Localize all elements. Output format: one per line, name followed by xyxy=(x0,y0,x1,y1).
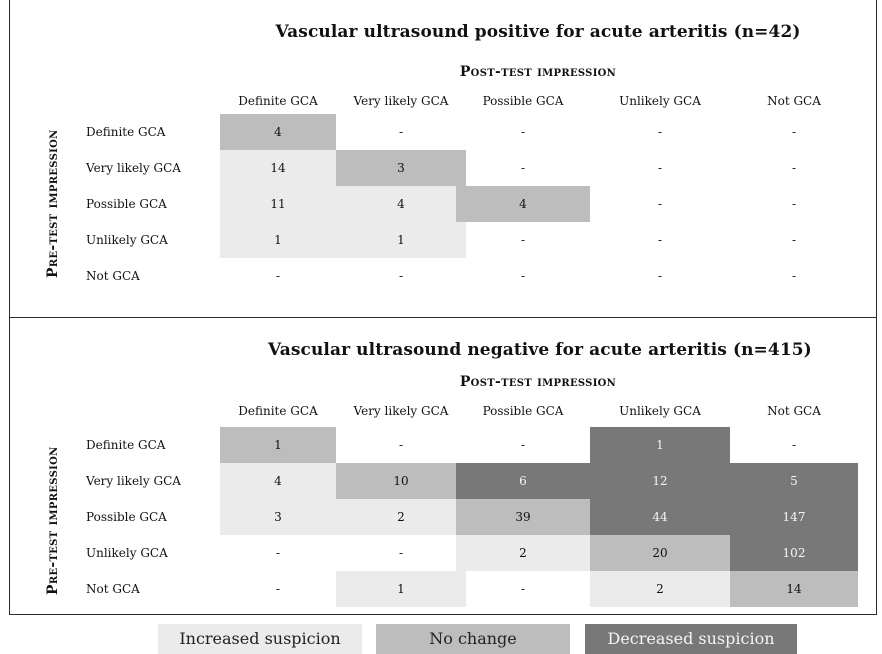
matrix-cell: - xyxy=(657,233,663,247)
matrix-cell: - xyxy=(275,582,281,596)
matrix-cell: - xyxy=(398,269,404,283)
matrix-cell: - xyxy=(657,125,663,139)
legend-no-change: No change xyxy=(376,624,570,654)
panel-title: Vascular ultrasound positive for acute a… xyxy=(275,22,801,42)
matrix-cell: 44 xyxy=(590,499,730,535)
matrix-cell: - xyxy=(275,546,281,560)
legend-increased-suspicion: Increased suspicion xyxy=(158,624,362,654)
matrix-cell: - xyxy=(520,438,526,452)
column-header: Very likely GCA xyxy=(353,404,449,418)
column-header: Unlikely GCA xyxy=(619,94,701,108)
matrix-cell: - xyxy=(275,269,281,283)
row-header: Possible GCA xyxy=(86,510,167,524)
matrix-cell: 2 xyxy=(336,499,466,535)
legend: Increased suspicion No change Decreased … xyxy=(0,624,882,654)
matrix-cell: 147 xyxy=(730,499,858,535)
matrix-cell: - xyxy=(791,161,797,175)
matrix-cell: 1 xyxy=(336,571,466,607)
legend-decreased-suspicion: Decreased suspicion xyxy=(585,624,797,654)
column-header: Very likely GCA xyxy=(353,94,449,108)
row-header: Not GCA xyxy=(86,269,140,283)
column-header: Not GCA xyxy=(767,94,821,108)
matrix-cell: 12 xyxy=(590,463,730,499)
row-header: Very likely GCA xyxy=(86,474,181,488)
column-header: Definite GCA xyxy=(238,404,318,418)
matrix-cell: - xyxy=(520,161,526,175)
matrix-cell: 4 xyxy=(456,186,590,222)
pre-test-impression-label: Pre-test impression xyxy=(45,129,61,278)
pre-test-impression-label: Pre-test impression xyxy=(45,446,61,595)
column-header: Possible GCA xyxy=(482,94,564,108)
matrix-cell: - xyxy=(791,438,797,452)
matrix-cell: 6 xyxy=(456,463,590,499)
row-header: Unlikely GCA xyxy=(86,546,168,560)
matrix-cell: 11 xyxy=(220,186,336,222)
matrix-cell: 1 xyxy=(220,427,336,463)
matrix-cell: 14 xyxy=(730,571,858,607)
matrix-cell: - xyxy=(398,546,404,560)
column-header: Possible GCA xyxy=(482,404,564,418)
matrix-cell: - xyxy=(657,269,663,283)
matrix-cell: 14 xyxy=(220,150,336,186)
row-header: Definite GCA xyxy=(86,125,166,139)
row-header: Not GCA xyxy=(86,582,140,596)
matrix-cell: 39 xyxy=(456,499,590,535)
matrix-cell: 102 xyxy=(730,535,858,571)
column-header: Definite GCA xyxy=(238,94,318,108)
matrix-cell: 2 xyxy=(590,571,730,607)
matrix-cell: 1 xyxy=(590,427,730,463)
matrix-cell: 5 xyxy=(730,463,858,499)
panel-title: Vascular ultrasound negative for acute a… xyxy=(268,340,812,360)
matrix-cell: - xyxy=(791,197,797,211)
column-header: Unlikely GCA xyxy=(619,404,701,418)
matrix-cell: - xyxy=(520,582,526,596)
row-header: Unlikely GCA xyxy=(86,233,168,247)
row-header: Very likely GCA xyxy=(86,161,181,175)
matrix-cell: - xyxy=(791,269,797,283)
row-header: Definite GCA xyxy=(86,438,166,452)
matrix-cell: 4 xyxy=(220,114,336,150)
matrix-cell: - xyxy=(520,233,526,247)
post-test-impression-label: Post-test impression xyxy=(459,374,617,390)
post-test-impression-label: Post-test impression xyxy=(459,64,617,80)
matrix-cell: - xyxy=(791,125,797,139)
matrix-cell: - xyxy=(657,161,663,175)
row-header: Possible GCA xyxy=(86,197,167,211)
matrix-cell: 1 xyxy=(336,222,466,258)
matrix-cell: 3 xyxy=(336,150,466,186)
matrix-cell: 20 xyxy=(590,535,730,571)
matrix-cell: - xyxy=(398,438,404,452)
matrix-cell: - xyxy=(520,125,526,139)
matrix-cell: 4 xyxy=(220,463,336,499)
matrix-cell: - xyxy=(398,125,404,139)
panel-negative: Vascular ultrasound negative for acute a… xyxy=(9,317,877,615)
matrix-cell: - xyxy=(520,269,526,283)
column-header: Not GCA xyxy=(767,404,821,418)
matrix-cell: 10 xyxy=(336,463,466,499)
panel-positive: Vascular ultrasound positive for acute a… xyxy=(9,0,877,318)
matrix-cell: - xyxy=(657,197,663,211)
matrix-cell: 4 xyxy=(336,186,466,222)
matrix-cell: 1 xyxy=(220,222,336,258)
matrix-cell: 3 xyxy=(220,499,336,535)
matrix-cell: - xyxy=(791,233,797,247)
matrix-cell: 2 xyxy=(456,535,590,571)
